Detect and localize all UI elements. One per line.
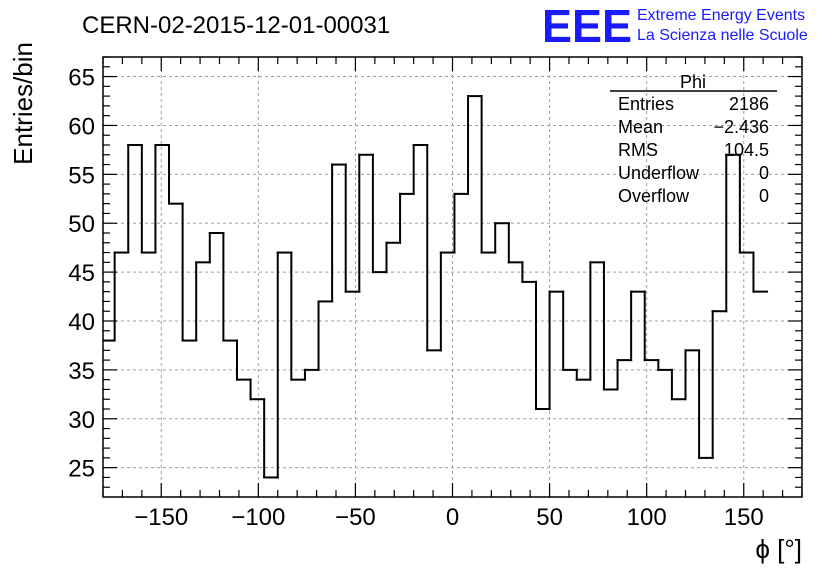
x-tick-label: 0 bbox=[446, 504, 459, 531]
axes: −150 −100 −50 0 50 100 150 25 30 35 40 45 50 55 60 65 bbox=[68, 56, 803, 531]
stats-box-label: RMS bbox=[618, 140, 658, 160]
stats-box-label: Mean bbox=[618, 117, 663, 137]
stats-box-value: −2.436 bbox=[713, 117, 769, 137]
stats-box-label: Overflow bbox=[618, 186, 690, 206]
x-tick-label: 50 bbox=[536, 504, 563, 531]
y-tick-label: 60 bbox=[68, 113, 95, 140]
y-tick-label: 30 bbox=[68, 407, 95, 434]
stats-box-label: Underflow bbox=[618, 163, 700, 183]
stats-box-value: 0 bbox=[759, 163, 769, 183]
stats-box-value: 0 bbox=[759, 186, 769, 206]
y-tick-label: 35 bbox=[68, 358, 95, 385]
eee-logo-line1: Extreme Energy Events bbox=[637, 7, 805, 24]
grid-lines bbox=[103, 57, 802, 497]
y-tick-label: 40 bbox=[68, 309, 95, 336]
stats-box-value: 2186 bbox=[729, 94, 769, 114]
chart-title: CERN-02-2015-12-01-00031 bbox=[82, 12, 390, 39]
x-tick-label: −150 bbox=[134, 504, 188, 531]
histogram-outline bbox=[103, 95, 769, 479]
eee-logo-line2: La Scienza nelle Scuole bbox=[637, 27, 808, 44]
x-tick-label: −50 bbox=[335, 504, 376, 531]
y-tick-label: 55 bbox=[68, 162, 95, 189]
eee-logo-mark: EEE bbox=[542, 0, 632, 52]
y-tick-label: 65 bbox=[68, 65, 95, 92]
y-tick-label: 45 bbox=[68, 260, 95, 287]
stats-box: Phi Entries 2186 Mean −2.436 RMS 104.5 Underflo… bbox=[610, 72, 777, 206]
y-axis-label: Entries/bin bbox=[8, 42, 38, 165]
x-tick-label: −100 bbox=[231, 504, 285, 531]
x-axis-label: ϕ [°] bbox=[755, 534, 802, 564]
x-tick-label: 150 bbox=[724, 504, 764, 531]
y-tick-label: 50 bbox=[68, 211, 95, 238]
stats-box-value: 104.5 bbox=[724, 140, 769, 160]
eee-logo: EEE Extreme Energy Events La Scienza nel… bbox=[542, 0, 808, 52]
stats-box-title: Phi bbox=[680, 72, 706, 92]
y-tick-label: 25 bbox=[68, 456, 95, 483]
stats-box-label: Entries bbox=[618, 94, 674, 114]
x-tick-label: 100 bbox=[627, 504, 667, 531]
